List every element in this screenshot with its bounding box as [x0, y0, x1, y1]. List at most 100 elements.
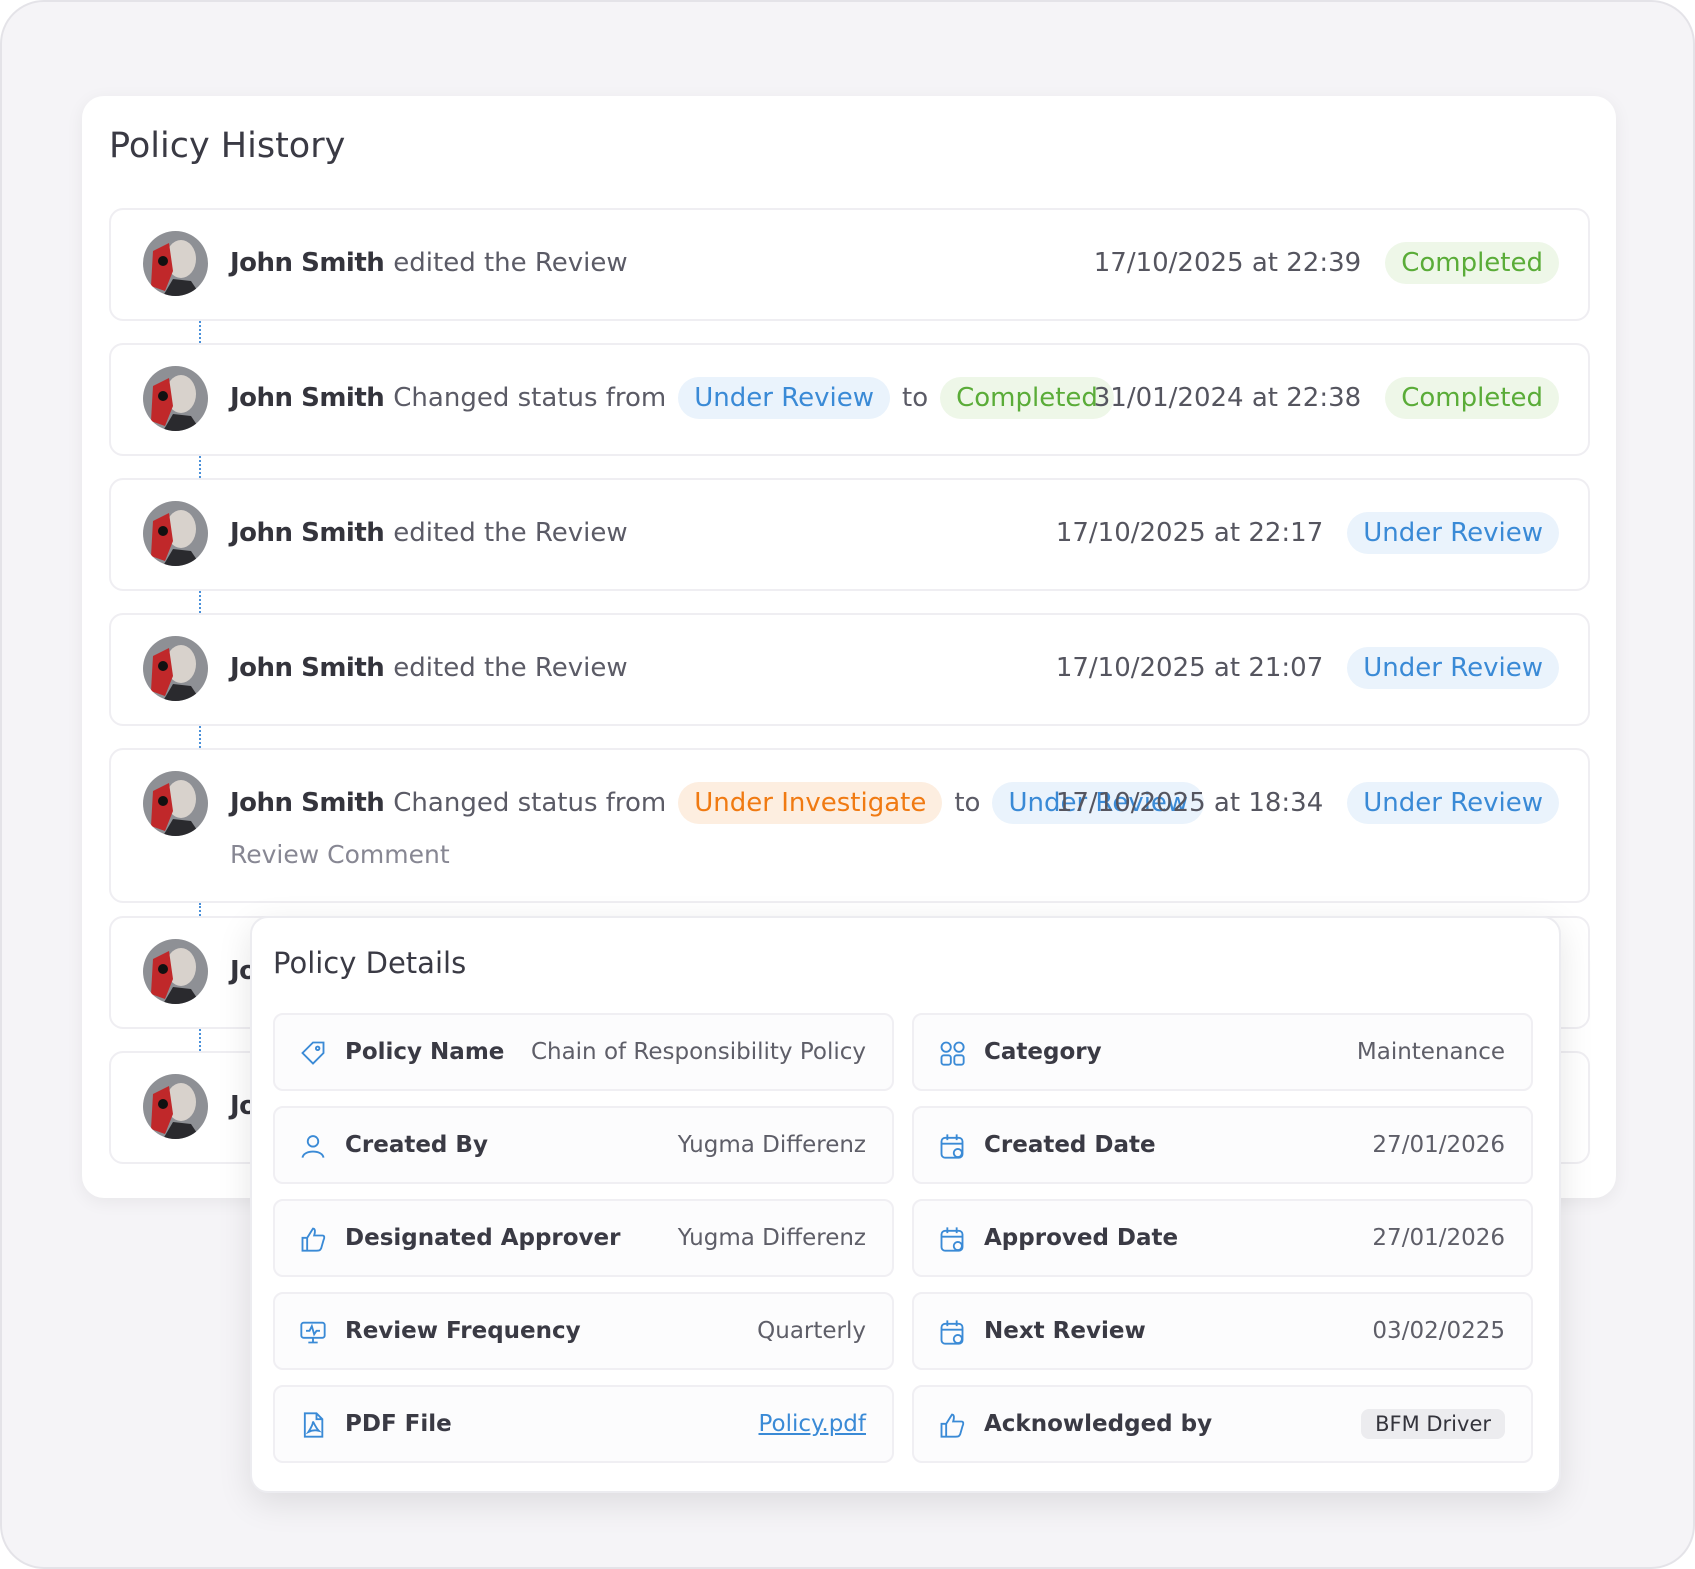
icon [940, 1320, 964, 1345]
avatar [143, 939, 208, 1004]
detail-cell: Review Frequency Quarterly [273, 1292, 894, 1370]
icon [940, 1041, 965, 1066]
value: 27/01/2026 [1372, 1132, 1505, 1158]
details-title: Policy Details [273, 946, 467, 980]
field-label: Created By [345, 1132, 488, 1158]
connector [199, 903, 201, 916]
joiner: to [954, 787, 981, 818]
field-value: Chain of Responsibility Policy [531, 1015, 866, 1089]
connector [199, 456, 201, 478]
date: 17/10/2025 at 22:17 [1055, 517, 1324, 548]
field-value: Yugma Differenz [678, 1201, 866, 1275]
field-value: Maintenance [1357, 1015, 1505, 1089]
entry-text: John Smith edited the Review [230, 480, 628, 585]
comment: Review Comment [230, 840, 450, 869]
detail-cell: Designated Approver Yugma Differenz [273, 1199, 894, 1277]
field-label: Designated Approver [345, 1225, 621, 1251]
joiner: to [902, 382, 929, 413]
avatar [143, 636, 208, 701]
value: Yugma Differenz [677, 1132, 866, 1158]
entry-text: John Smith edited the Review [230, 210, 628, 315]
detail-cell: Next Review 03/02/0225 [912, 1292, 1533, 1370]
status-pill: Under Review [1347, 511, 1559, 554]
action: edited the Review [393, 247, 628, 278]
avatar [143, 231, 208, 296]
icon [940, 1413, 965, 1438]
history-row: John Smith Changed status from Under Inves… [109, 748, 1590, 903]
entry-text: John Smith Changed status from Under Inves… [230, 750, 1205, 855]
field-label: Created Date [984, 1132, 1156, 1158]
detail-cell: Category Maintenance [912, 1013, 1533, 1091]
user-name: John Smith [230, 247, 385, 278]
connector [199, 321, 201, 343]
detail-cell: Approved Date 27/01/2026 [912, 1199, 1533, 1277]
value: Yugma Differenz [677, 1225, 866, 1251]
icon [300, 1321, 326, 1344]
field-value: 27/01/2026 [1372, 1108, 1505, 1182]
value: 27/01/2026 [1372, 1225, 1505, 1251]
chip: BFM Driver [1361, 1409, 1505, 1439]
user-name: John Smith [230, 517, 385, 548]
field-value: BFM Driver [1361, 1387, 1505, 1461]
date: 17/10/2025 at 22:39 [1093, 247, 1362, 278]
user-name: John Smith [230, 382, 385, 413]
field-value: Yugma Differenz [678, 1108, 866, 1182]
field-label: PDF File [345, 1411, 452, 1437]
connector [199, 1029, 201, 1051]
avatar [143, 501, 208, 566]
action: edited the Review [393, 517, 628, 548]
icon [940, 1227, 964, 1252]
field-value: 03/02/0225 [1372, 1294, 1505, 1368]
field-label: Approved Date [984, 1225, 1179, 1251]
detail-cell: PDF File Policy.pdf [273, 1385, 894, 1463]
history-row: John Smith edited the Review 17/10/2025 at… [109, 208, 1590, 321]
entry-meta: 17/10/2025 at 22:39 Completed [1094, 210, 1559, 315]
entry-meta: 17/10/2025 at 22:17 Under Review [1056, 480, 1559, 585]
status-pill: Under Review [1347, 781, 1559, 824]
history-row: John Smith edited the Review 17/10/2025 at… [109, 613, 1590, 726]
status-pill: Under Review [992, 781, 1205, 824]
detail-cell: Policy Name Chain of Responsibility Polic… [273, 1013, 894, 1091]
avatar [143, 771, 208, 836]
date: 17/10/2025 at 21:07 [1055, 652, 1324, 683]
avatar [143, 1074, 208, 1139]
field-value: 27/01/2026 [1372, 1201, 1505, 1275]
connector [199, 591, 201, 613]
icon [940, 1134, 964, 1159]
date: 17/10/2025 at 18:34 [1055, 787, 1324, 818]
icon [301, 1227, 326, 1252]
status-pill: Completed [1385, 241, 1559, 284]
entry-text: John Smith Changed status from Under Revie… [230, 345, 1114, 450]
field-label: Next Review [984, 1318, 1146, 1344]
status-pill: Under Review [678, 376, 890, 419]
status-pill: Completed [1385, 376, 1559, 419]
user-name: John Smith [230, 652, 385, 683]
pdf-link[interactable]: Policy.pdf [758, 1411, 867, 1437]
status-pill: Completed [940, 376, 1114, 419]
field-value: Policy.pdf [759, 1387, 867, 1461]
status-pill: Under Investigate [678, 781, 943, 824]
value: Quarterly [757, 1318, 866, 1344]
detail-cell: Created Date 27/01/2026 [912, 1106, 1533, 1184]
avatar [143, 366, 208, 431]
history-title: Policy History [109, 126, 346, 166]
action: Changed status from [393, 787, 667, 818]
entry-meta: 17/10/2025 at 18:34 Under Review [1056, 750, 1559, 855]
action: edited the Review [393, 652, 628, 683]
icon [301, 1041, 325, 1065]
history-row: John Smith edited the Review 17/10/2025 at… [109, 478, 1590, 591]
connector [199, 726, 201, 748]
field-label: Acknowledged by [984, 1411, 1213, 1437]
field-label: Policy Name [345, 1039, 505, 1065]
user-name: John Smith [230, 787, 385, 818]
field-value: Quarterly [757, 1294, 866, 1368]
detail-cell: Created By Yugma Differenz [273, 1106, 894, 1184]
entry-text: John Smith edited the Review [230, 615, 628, 720]
value: Chain of Responsibility Policy [530, 1039, 866, 1065]
icon [303, 1412, 324, 1438]
value: 03/02/0225 [1372, 1318, 1505, 1344]
action: Changed status from [393, 382, 667, 413]
field-label: Category [984, 1039, 1102, 1065]
field-label: Review Frequency [345, 1318, 581, 1344]
